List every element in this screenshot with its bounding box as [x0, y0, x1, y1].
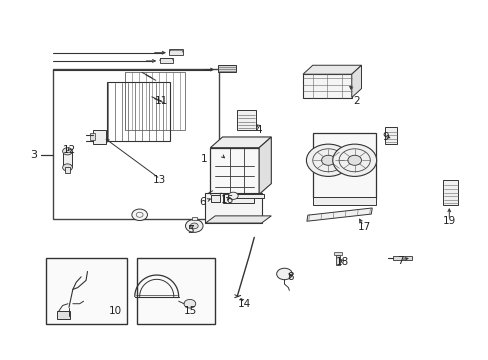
- Circle shape: [276, 268, 292, 280]
- Text: 5: 5: [187, 225, 194, 235]
- Bar: [335, 255, 339, 265]
- Text: 14: 14: [237, 299, 251, 309]
- Text: 17: 17: [357, 222, 370, 231]
- Circle shape: [132, 209, 147, 221]
- Bar: [107, 82, 170, 140]
- Bar: [137, 258, 215, 324]
- Text: 2: 2: [353, 96, 359, 106]
- Bar: [210, 148, 259, 194]
- Text: 13: 13: [152, 175, 165, 185]
- Bar: [124, 72, 185, 130]
- Text: 3: 3: [30, 150, 37, 160]
- Circle shape: [190, 223, 198, 229]
- Circle shape: [306, 144, 349, 176]
- Circle shape: [332, 144, 376, 176]
- Bar: [211, 195, 220, 202]
- Bar: [217, 65, 236, 72]
- Bar: [384, 127, 396, 144]
- Circle shape: [62, 148, 72, 155]
- Text: 4: 4: [255, 125, 262, 135]
- Text: 9: 9: [382, 132, 388, 142]
- Bar: [191, 217, 196, 220]
- Polygon shape: [306, 208, 371, 221]
- Bar: [57, 311, 70, 319]
- Text: 11: 11: [155, 96, 168, 106]
- Text: 12: 12: [62, 144, 76, 154]
- Bar: [90, 134, 95, 140]
- Polygon shape: [351, 65, 361, 98]
- Text: 19: 19: [442, 216, 455, 226]
- Circle shape: [228, 192, 238, 199]
- Text: 7: 7: [396, 256, 403, 266]
- Bar: [205, 193, 261, 223]
- Bar: [62, 151, 72, 167]
- Bar: [312, 197, 375, 205]
- Polygon shape: [205, 216, 271, 223]
- Text: 16: 16: [221, 195, 234, 205]
- Bar: [237, 110, 255, 130]
- Bar: [392, 256, 411, 260]
- Text: 6: 6: [199, 197, 206, 207]
- Bar: [159, 58, 173, 63]
- Polygon shape: [210, 137, 271, 148]
- Circle shape: [347, 155, 361, 165]
- Circle shape: [183, 300, 195, 308]
- Bar: [312, 134, 375, 198]
- Text: 1: 1: [201, 154, 207, 164]
- Text: 18: 18: [335, 257, 348, 267]
- Bar: [234, 194, 264, 198]
- Polygon shape: [303, 74, 351, 98]
- Text: 10: 10: [108, 306, 122, 316]
- Bar: [169, 49, 183, 55]
- Bar: [64, 167, 70, 173]
- Bar: [45, 258, 127, 324]
- Bar: [93, 130, 105, 144]
- Circle shape: [185, 220, 203, 232]
- Bar: [443, 180, 457, 205]
- Text: 15: 15: [184, 306, 197, 316]
- Polygon shape: [303, 65, 361, 74]
- Text: 8: 8: [287, 272, 294, 282]
- Polygon shape: [259, 137, 271, 194]
- Bar: [53, 69, 219, 220]
- Bar: [333, 252, 341, 255]
- Circle shape: [62, 164, 72, 171]
- Circle shape: [321, 155, 334, 165]
- Bar: [222, 194, 254, 203]
